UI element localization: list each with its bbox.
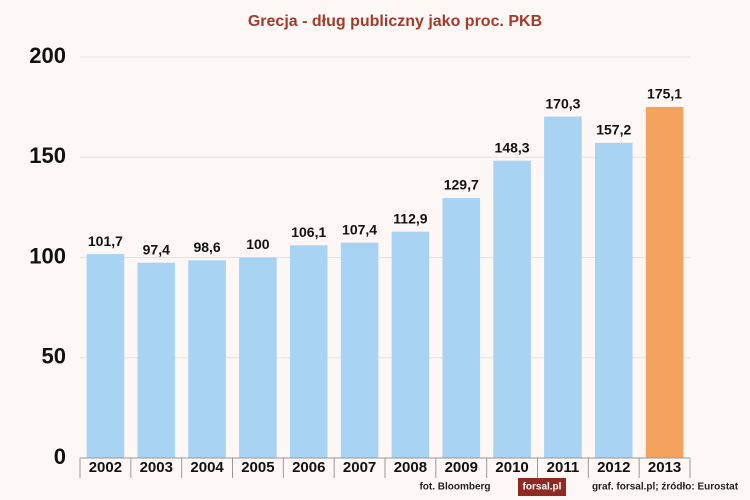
value-label: 101,7 bbox=[88, 233, 123, 249]
x-tick-label: 2003 bbox=[140, 459, 173, 476]
y-tick-label: 50 bbox=[42, 344, 66, 369]
x-tick-label: 2008 bbox=[394, 459, 427, 476]
x-tick-label: 2007 bbox=[343, 459, 376, 476]
chart-title: Grecja - dług publiczny jako proc. PKB bbox=[248, 13, 542, 30]
value-label: 148,3 bbox=[495, 139, 530, 155]
bar bbox=[239, 257, 277, 458]
bar bbox=[594, 142, 633, 458]
source: graf. forsal.pl; źródło: Eurostat bbox=[592, 482, 739, 493]
y-tick-label: 200 bbox=[29, 43, 66, 68]
value-label: 157,2 bbox=[596, 122, 631, 138]
bar bbox=[137, 262, 176, 458]
bar bbox=[188, 260, 226, 458]
x-tick-label: 2002 bbox=[89, 459, 122, 476]
value-label: 98,6 bbox=[193, 239, 220, 255]
photo-credit: fot. Bloomberg bbox=[419, 482, 490, 493]
value-label: 100 bbox=[246, 236, 270, 252]
bar bbox=[544, 116, 582, 459]
value-label: 129,7 bbox=[444, 177, 479, 193]
bar bbox=[442, 197, 481, 458]
value-label: 170,3 bbox=[545, 95, 580, 111]
value-label: 106,1 bbox=[291, 224, 326, 240]
y-tick-label: 0 bbox=[54, 444, 66, 469]
x-tick-label: 2009 bbox=[445, 459, 478, 476]
x-tick-label: 2006 bbox=[292, 459, 325, 476]
y-tick-label: 150 bbox=[29, 143, 66, 168]
value-label: 175,1 bbox=[647, 86, 682, 102]
value-label: 107,4 bbox=[342, 221, 377, 237]
bar bbox=[493, 160, 531, 458]
bar bbox=[289, 245, 328, 458]
bar bbox=[340, 242, 379, 458]
bar bbox=[391, 231, 430, 458]
bar bbox=[645, 106, 684, 458]
x-tick-label: 2004 bbox=[190, 459, 224, 476]
bar bbox=[86, 254, 125, 458]
x-tick-label: 2012 bbox=[597, 459, 630, 476]
logo-box bbox=[518, 478, 566, 496]
x-tick-label: 2013 bbox=[648, 459, 681, 476]
x-tick-label: 2010 bbox=[495, 459, 528, 476]
x-tick-label: 2011 bbox=[547, 459, 580, 476]
value-label: 97,4 bbox=[143, 241, 170, 257]
value-label: 112,9 bbox=[393, 210, 427, 226]
logo: forsal.pl bbox=[523, 482, 562, 493]
x-tick-label: 2005 bbox=[241, 459, 274, 476]
y-tick-label: 100 bbox=[29, 243, 66, 268]
